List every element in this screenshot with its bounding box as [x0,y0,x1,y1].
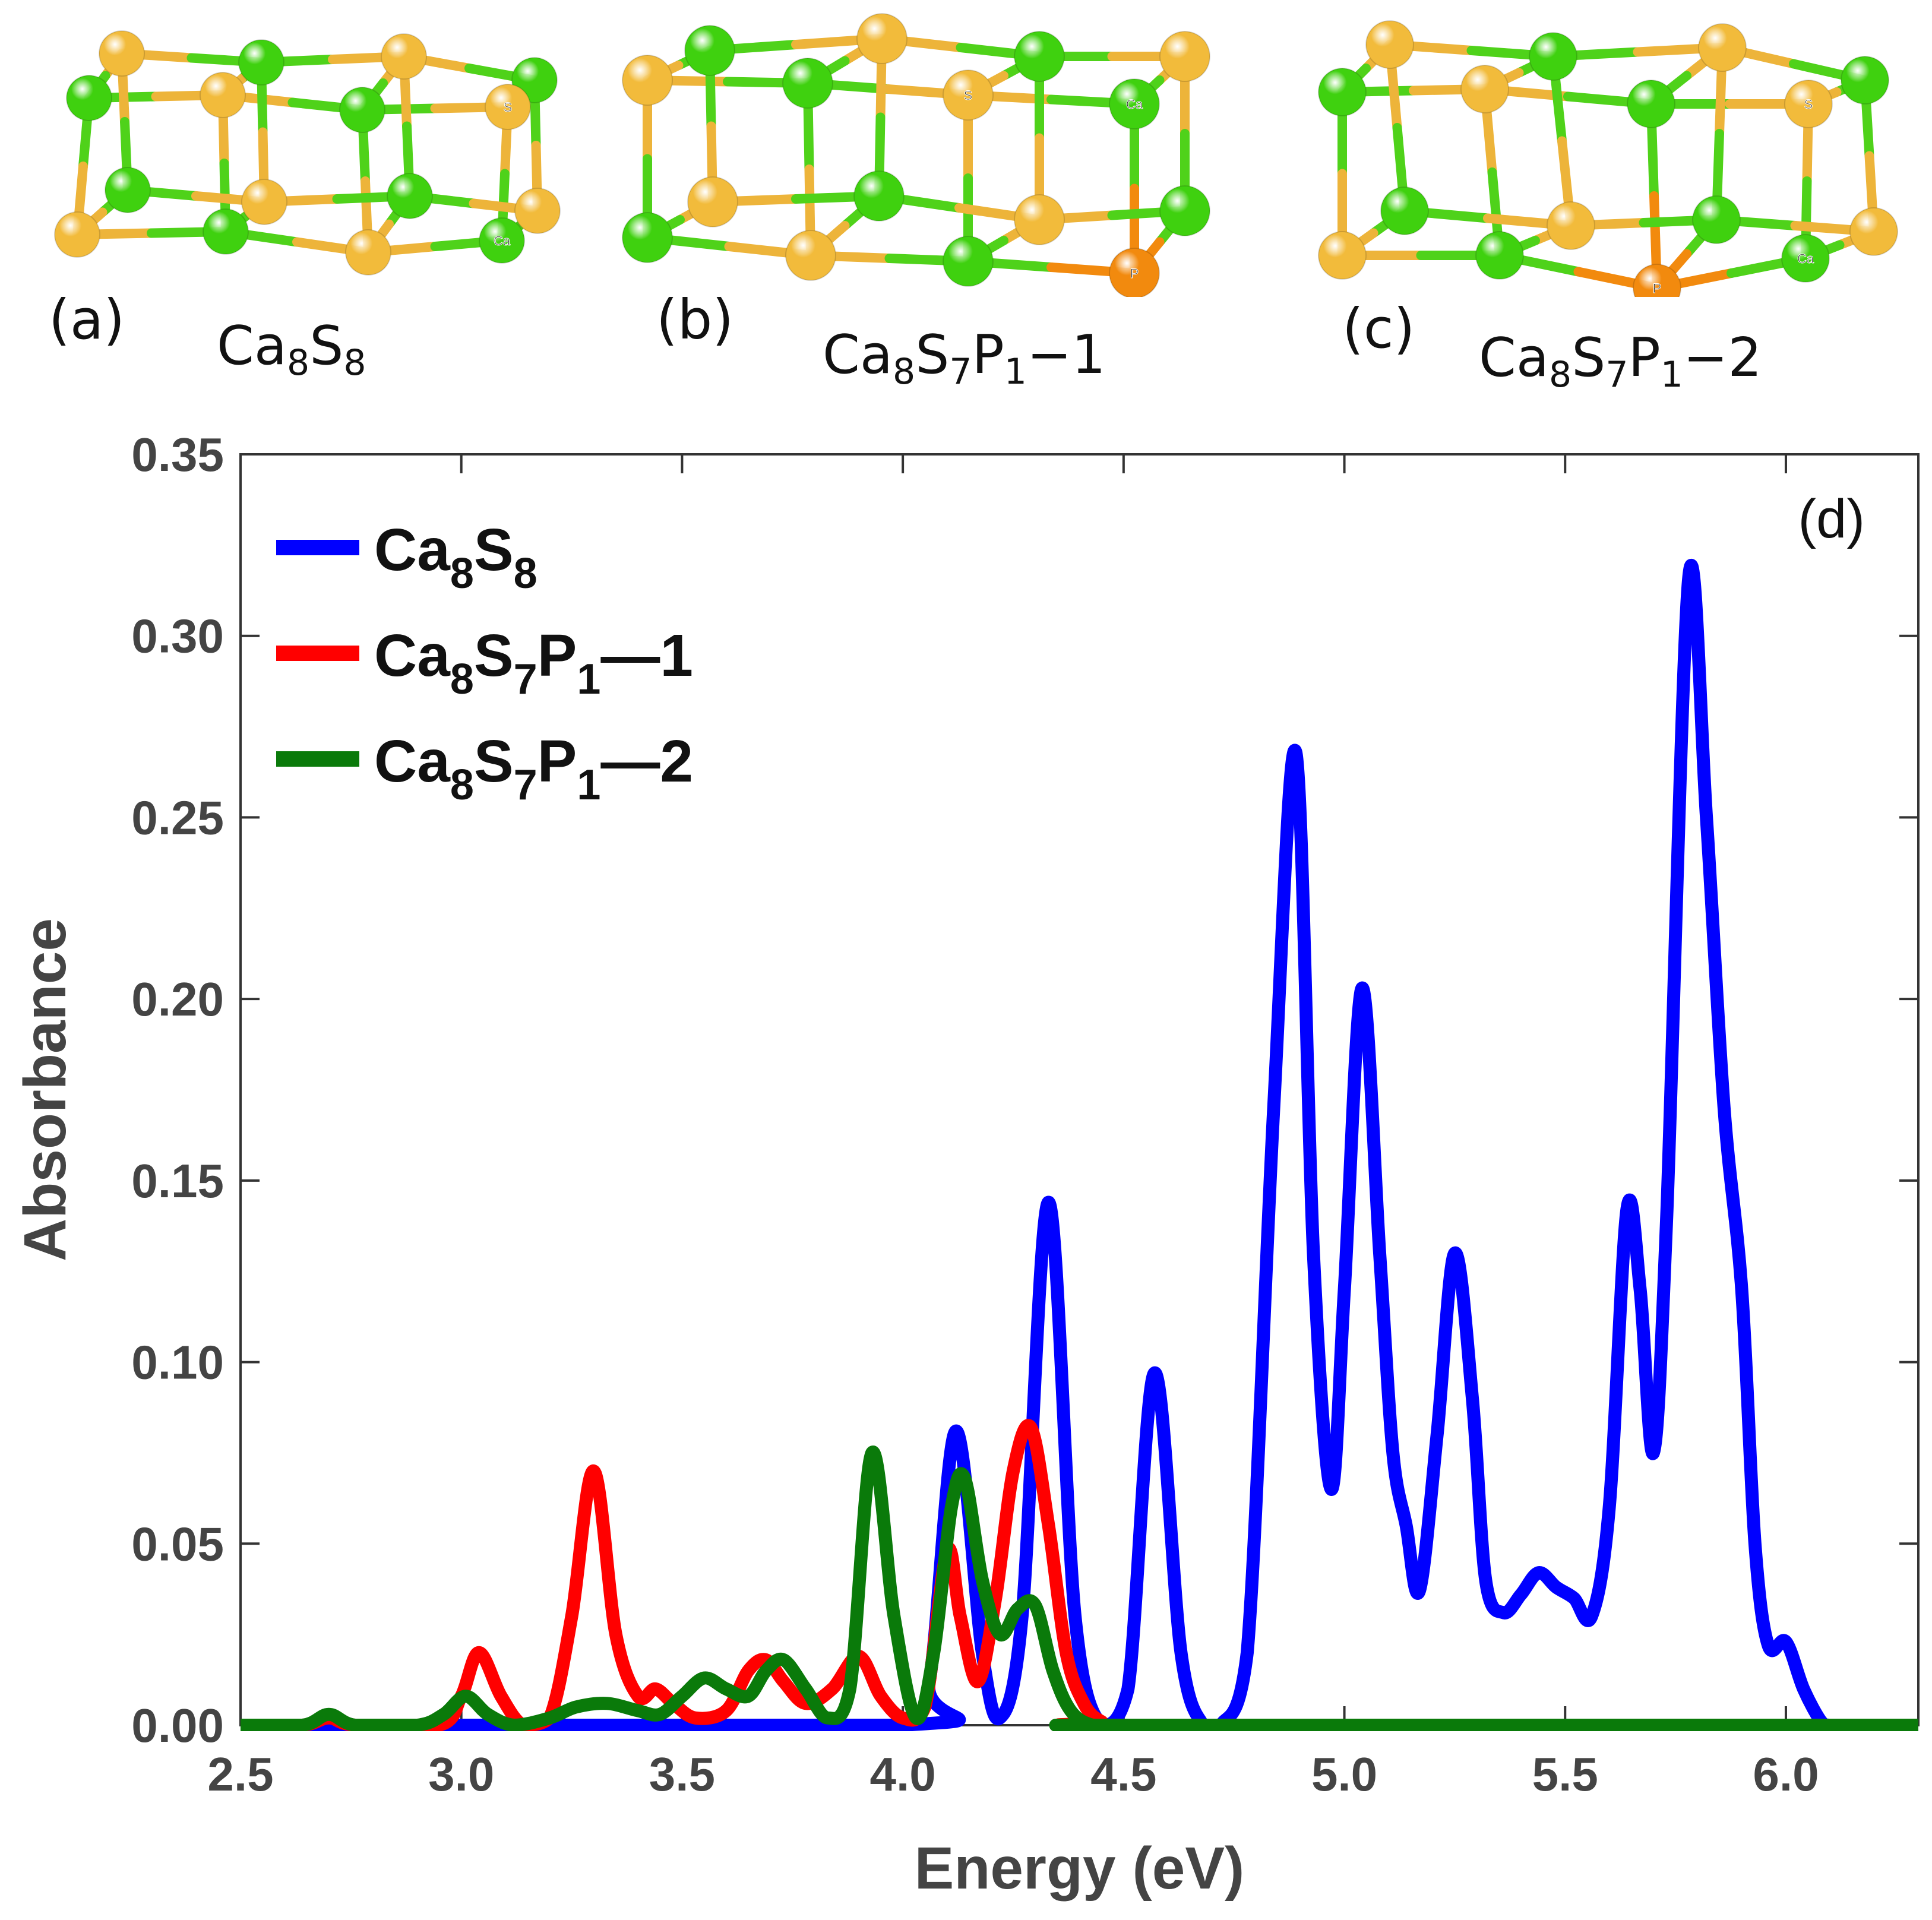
ca-atom [853,170,905,222]
panel-formula-c: Ca8S7P1−2 [1479,327,1762,396]
series-ca8s8-line [241,559,1918,1731]
atom-label: S [964,88,973,103]
panel-tag-b: (b) [656,288,734,352]
ca-atom [1841,56,1889,105]
ca-atom [203,208,249,255]
atom-label: S [1804,97,1813,112]
ca-atom [1475,231,1524,280]
s-atom [622,55,673,106]
s-atom [1547,201,1595,250]
s-atom [241,179,287,225]
panel-b-structure: S Ca P (b) Ca8S7P1−1 [612,0,1241,404]
ca-atom [1692,195,1741,244]
molecule-c: S Ca P [1318,20,1898,297]
panel-c-structure: S Ca P (c) Ca8S7P1−2 [1295,0,1932,404]
s-atom [1460,65,1509,113]
molecule-a: S Ca [54,30,561,276]
x-tick-label: 3.0 [428,1748,494,1801]
panel-tag-a: (a) [49,288,125,352]
ca-atom [387,173,433,219]
x-tick-label: 5.0 [1311,1748,1377,1801]
ca-atom [105,167,151,213]
ca-atom [339,87,385,133]
s-atom [54,211,100,258]
molecule-b: S Ca P [622,13,1210,297]
x-tick-label: 5.5 [1532,1748,1598,1801]
x-tick-label: 6.0 [1753,1748,1819,1801]
y-tick-label: 0.05 [131,1517,224,1570]
absorbance-chart: 2.5 3.0 3.5 4.0 4.5 5.0 5.5 6.0 0.00 0.05 0.10 0.15… [12,428,1920,1902]
x-tick-label: 4.5 [1090,1748,1156,1801]
panel-tag-d: (d) [1798,489,1865,549]
legend-label: Ca8S8 [374,517,537,597]
ca-atom [1109,78,1160,129]
s-atom [1159,31,1210,82]
x-axis-label: Energy (eV) [915,1835,1245,1902]
s-atom [1698,23,1747,72]
s-atom [99,30,145,77]
ca-atom [1159,185,1210,236]
ca-atom [1014,31,1065,82]
ca-atom [1380,186,1429,235]
panel-formula-b: Ca8S7P1−1 [823,324,1106,393]
x-tick-label: 2.5 [207,1748,273,1801]
panel-a-structure: S Ca (a) Ca8S8 [0,0,594,404]
ca-atom [1318,68,1367,116]
series-ca8s7p1-1-line [241,1419,1918,1731]
x-tick-label: 3.5 [649,1748,715,1801]
legend-label: Ca8S7P1—2 [374,728,693,809]
atom-label: P [1130,266,1139,281]
y-axis-label: Absorbance [12,918,78,1261]
s-atom [381,33,427,80]
s-atom [1318,231,1367,280]
s-atom [687,176,738,227]
series-ca8s7p1-2-line [241,1445,1918,1731]
atom-label: P [1653,281,1662,296]
y-tick-label: 0.20 [131,973,224,1026]
p-atom [1633,264,1681,297]
ca-atom [479,217,525,264]
legend-label: Ca8S7P1—1 [374,622,693,703]
s-atom [943,69,994,121]
s-atom [1784,80,1833,128]
y-tick-label: 0.30 [131,610,224,663]
y-tick-label: 0.25 [131,791,224,844]
ca-atom [622,212,673,263]
y-tick-label: 0.10 [131,1336,224,1389]
atom-label: S [504,100,513,115]
s-atom [856,13,907,64]
s-atom [1365,20,1414,69]
s-atom [1014,194,1065,245]
s-atom [1849,207,1898,256]
s-atom [785,230,836,281]
ca-atom [782,58,833,109]
ca-atom [1529,32,1577,81]
ca-atom [684,25,735,76]
panel-tag-c: (c) [1342,297,1415,360]
y-tick-label: 0.00 [131,1699,224,1752]
s-atom [485,84,531,130]
s-atom [200,72,246,118]
ca-atom [238,39,284,86]
y-tick-label: 0.15 [131,1154,224,1207]
atom-label: Ca [1126,97,1143,112]
s-atom [514,188,561,234]
ca-atom [1781,234,1830,283]
y-tick-label: 0.35 [131,428,224,481]
ca-atom [66,75,112,121]
atom-label: Ca [1797,251,1814,266]
panel-formula-a: Ca8S8 [217,315,366,384]
s-atom [345,229,391,276]
ca-atom [1627,80,1675,128]
x-tick-label: 4.0 [870,1748,936,1801]
atom-label: Ca [494,233,511,248]
p-atom [1109,248,1160,297]
ca-atom [943,236,994,287]
